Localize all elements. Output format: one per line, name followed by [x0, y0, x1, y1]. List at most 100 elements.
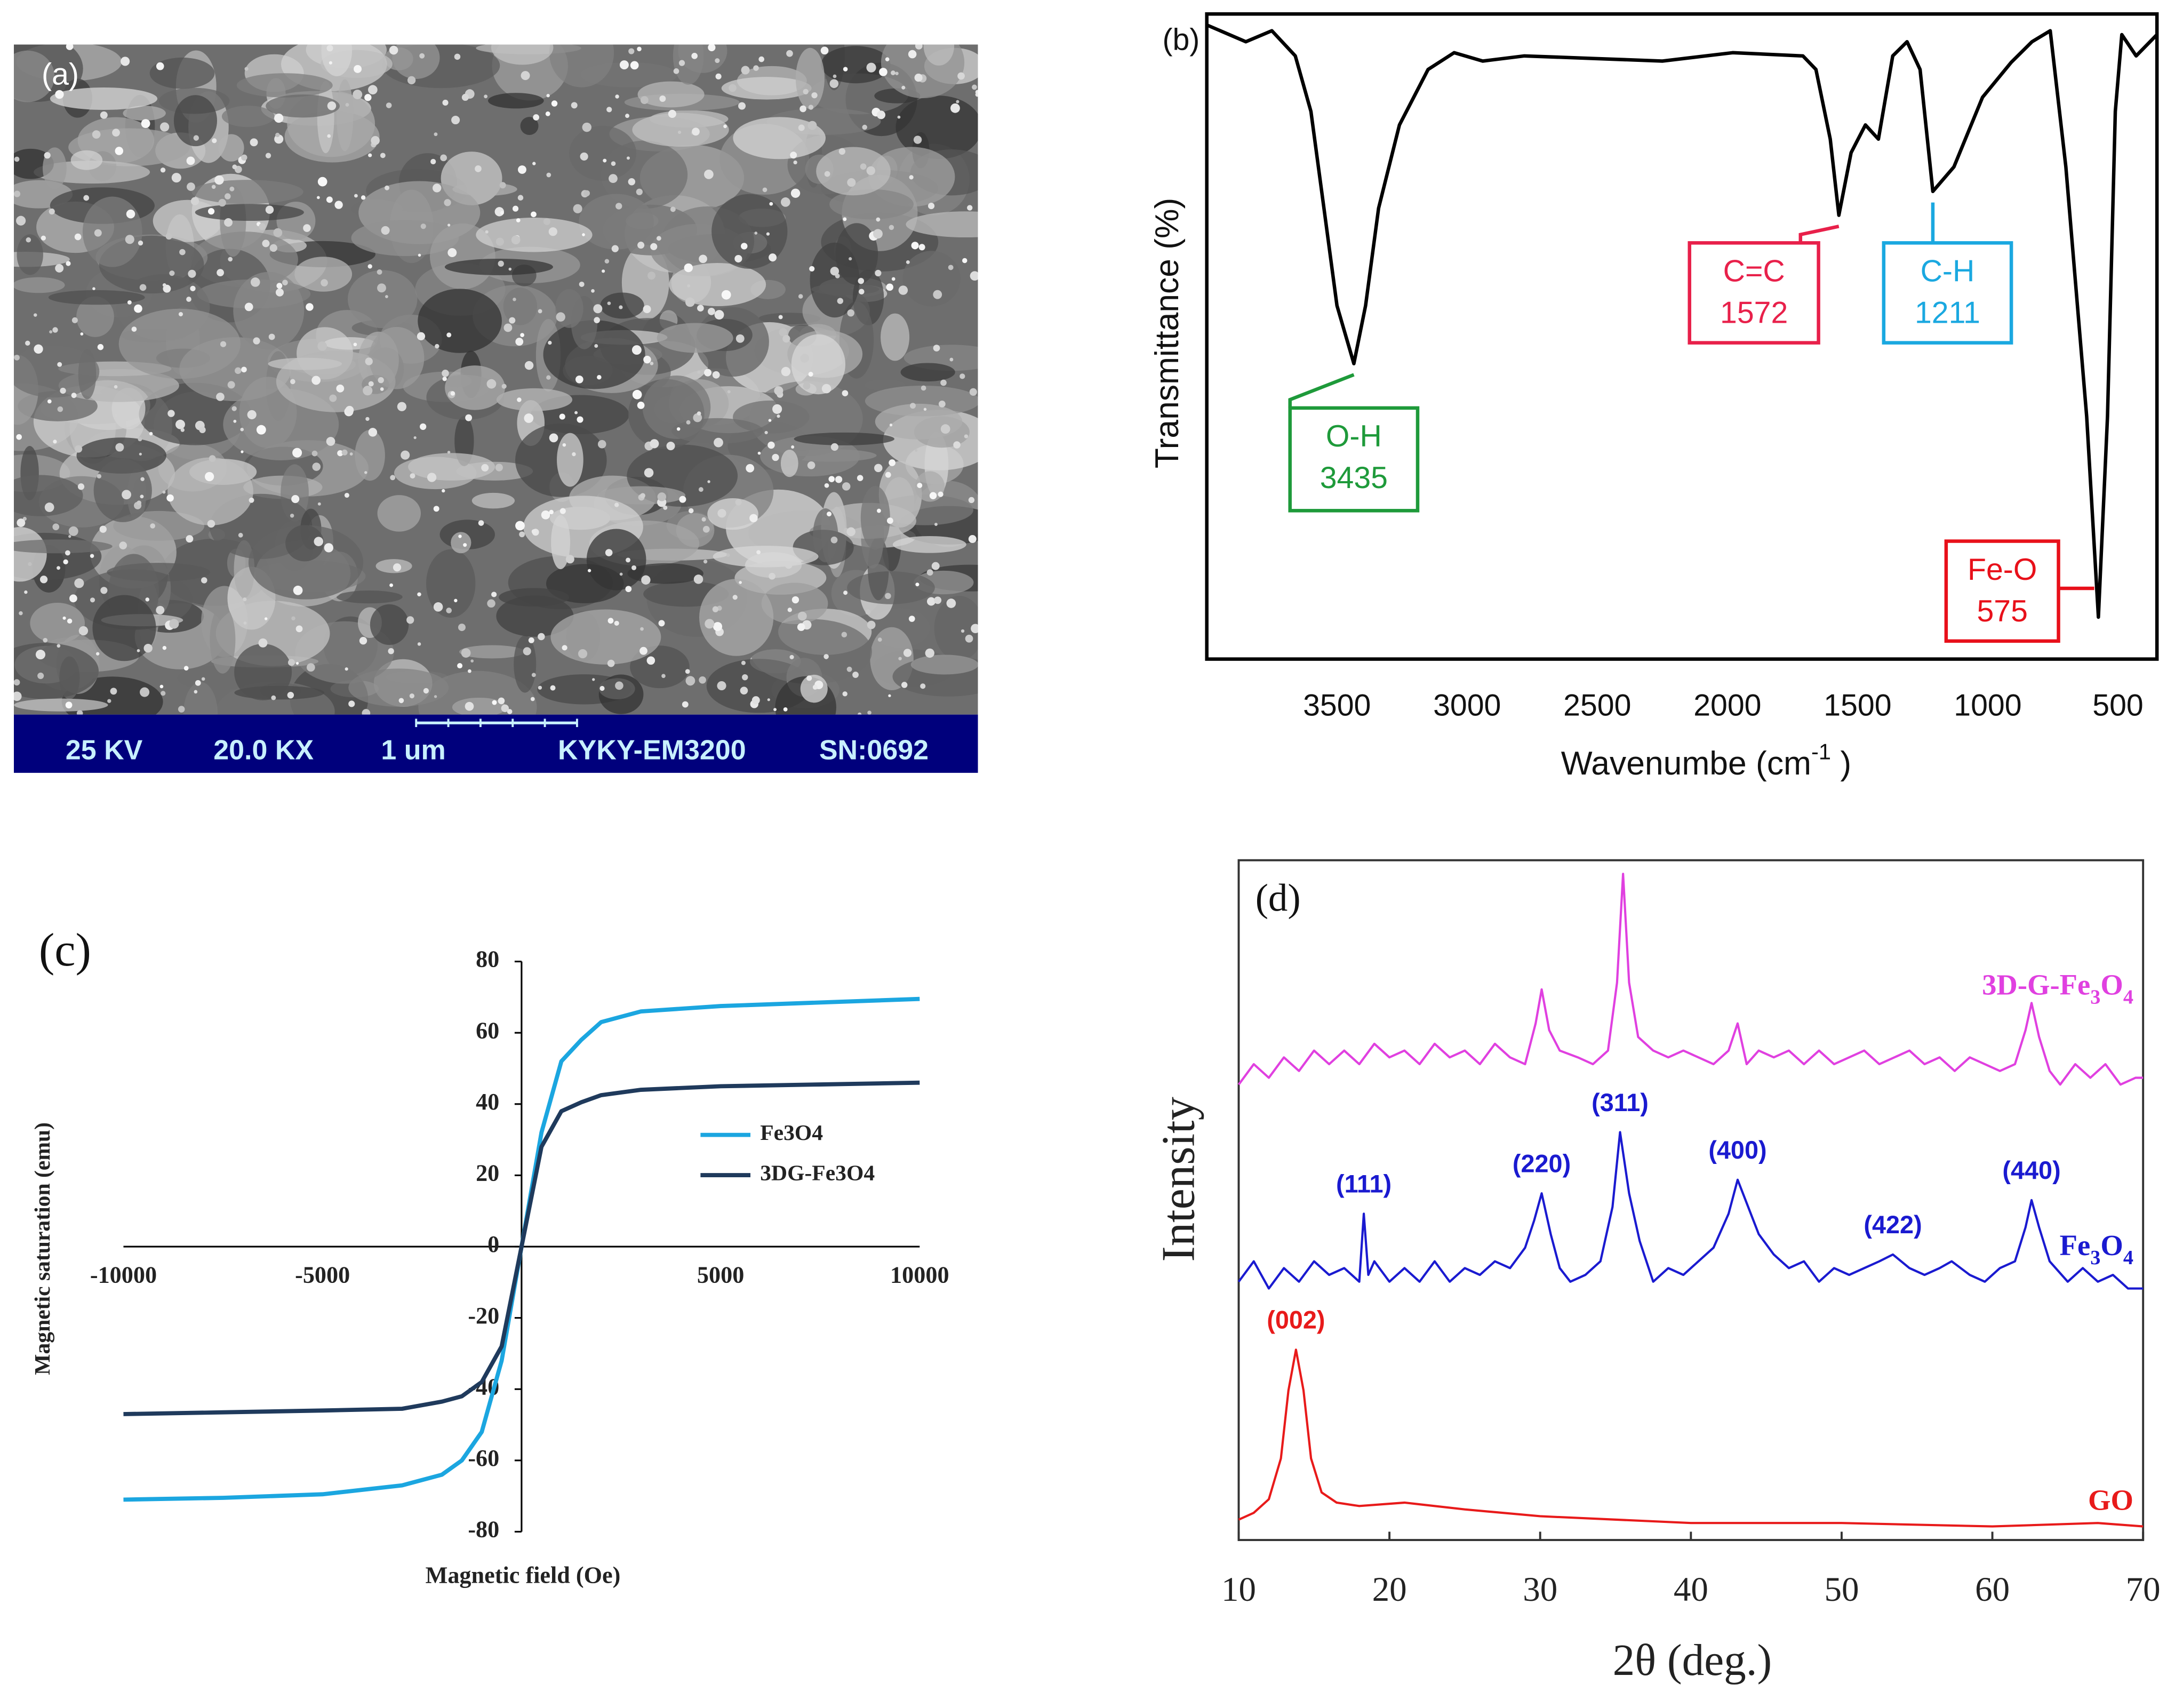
- sem-particle: [873, 229, 883, 239]
- sem-particle: [190, 285, 196, 292]
- sem-particle: [465, 414, 473, 421]
- sem-particle: [241, 450, 244, 453]
- sem-particle: [867, 620, 876, 629]
- sem-particle: [643, 355, 651, 364]
- sem-particle: [777, 414, 780, 418]
- sem-particle: [345, 103, 349, 107]
- sem-particle: [256, 425, 266, 435]
- sem-particle: [209, 455, 216, 462]
- sem-particle: [909, 175, 914, 180]
- sem-particle: [140, 494, 144, 499]
- sem-particle: [964, 434, 969, 438]
- sem-particle: [575, 375, 583, 384]
- sem-particle: [684, 263, 693, 273]
- sem-texture: [900, 363, 955, 382]
- sem-particle: [188, 269, 196, 278]
- sem-particle: [962, 258, 967, 264]
- sem-particle: [67, 618, 73, 624]
- sem-particle: [138, 437, 142, 442]
- sem-particle: [602, 269, 605, 273]
- sem-particle: [39, 576, 48, 584]
- sem-particle: [410, 473, 415, 479]
- sem-particle: [178, 706, 185, 713]
- sem-texture: [829, 189, 914, 220]
- sem-texture: [471, 492, 515, 509]
- sem-texture: [321, 44, 353, 76]
- sem-particle: [591, 289, 595, 293]
- x-axis-title: Magnetic field (Oe): [426, 1562, 621, 1588]
- sem-image: [14, 44, 978, 715]
- sem-particle: [435, 344, 439, 349]
- sem-texture: [600, 292, 644, 319]
- sem-particle: [843, 217, 847, 221]
- sem-particle: [786, 50, 793, 57]
- sem-particle: [306, 663, 315, 672]
- sem-particle: [295, 661, 299, 665]
- sem-particle: [726, 553, 730, 557]
- sem-particle: [597, 440, 606, 449]
- sem-particle: [524, 413, 534, 423]
- spectrum-line: [1206, 23, 2158, 619]
- sem-particle: [587, 569, 591, 572]
- sem-particle: [290, 379, 295, 385]
- sem-particle: [475, 165, 482, 172]
- sem-particle: [354, 194, 358, 198]
- sem-particle: [574, 411, 578, 414]
- sem-particle: [787, 608, 792, 612]
- sem-particle: [842, 691, 847, 697]
- sem-particle: [803, 89, 809, 94]
- sem-particle: [295, 625, 303, 633]
- annotation-box: [1288, 406, 1420, 513]
- sem-particle: [427, 473, 437, 482]
- sem-particle: [217, 269, 224, 277]
- sem-particle: [643, 305, 651, 314]
- sem-particle: [686, 420, 691, 425]
- sem-texture: [791, 334, 846, 395]
- sem-particle: [897, 115, 901, 119]
- sem-texture: [860, 485, 890, 550]
- sem-particle: [65, 550, 70, 556]
- peak-label: (311): [1592, 1089, 1649, 1116]
- sem-particle: [967, 205, 973, 211]
- sem-particle: [503, 323, 513, 332]
- sem-particle: [577, 416, 583, 423]
- sem-particle: [183, 666, 189, 671]
- sem-particle: [533, 114, 540, 121]
- sem-particle: [327, 134, 331, 138]
- sem-particle: [74, 578, 84, 588]
- sem-particle: [879, 68, 887, 76]
- sem-particle: [877, 508, 881, 513]
- sem-particle: [329, 394, 337, 402]
- sem-particle: [250, 277, 260, 287]
- sem-particle: [291, 495, 300, 504]
- sem-particle: [457, 663, 463, 669]
- sem-particle: [607, 301, 611, 305]
- sem-particle: [538, 633, 545, 641]
- sem-particle: [233, 419, 237, 423]
- sem-particle: [823, 654, 829, 659]
- sem-particle: [171, 173, 181, 183]
- sem-particle: [546, 172, 551, 178]
- sem-texture: [699, 579, 774, 656]
- x-tick-label: 60: [1975, 1570, 2010, 1609]
- sem-particle: [741, 660, 746, 665]
- peak-label: (400): [1708, 1136, 1766, 1164]
- sem-particle: [450, 391, 455, 396]
- sem-particle: [62, 616, 66, 620]
- sem-particle: [637, 242, 645, 249]
- sem-particle: [500, 211, 504, 215]
- sem-particle: [797, 623, 805, 631]
- sem-particle: [49, 208, 55, 215]
- sem-particle: [137, 649, 140, 652]
- sem-particle: [486, 379, 497, 389]
- sem-particle: [676, 427, 681, 431]
- sem-particle: [76, 710, 83, 715]
- sem-particle: [809, 266, 815, 272]
- sem-texture: [915, 471, 945, 502]
- y-tick-label: 0: [487, 1231, 499, 1257]
- sem-texture: [487, 93, 544, 109]
- annotation-label: O-H: [1326, 419, 1382, 453]
- sem-texture: [266, 94, 340, 118]
- sem-particle: [511, 235, 521, 245]
- sem-particle: [406, 616, 414, 624]
